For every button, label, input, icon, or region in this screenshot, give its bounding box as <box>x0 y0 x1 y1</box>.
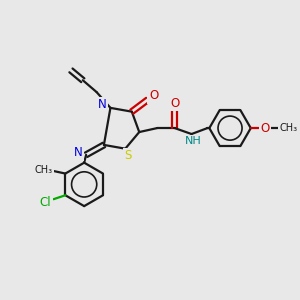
Text: CH₃: CH₃ <box>34 165 53 175</box>
Text: N: N <box>98 98 107 111</box>
Text: CH₃: CH₃ <box>279 123 297 133</box>
Text: NH: NH <box>185 136 202 146</box>
Text: N: N <box>74 146 82 159</box>
Text: O: O <box>149 89 158 102</box>
Text: Cl: Cl <box>40 196 51 209</box>
Text: O: O <box>260 122 269 135</box>
Text: O: O <box>170 97 179 110</box>
Text: S: S <box>124 149 132 162</box>
